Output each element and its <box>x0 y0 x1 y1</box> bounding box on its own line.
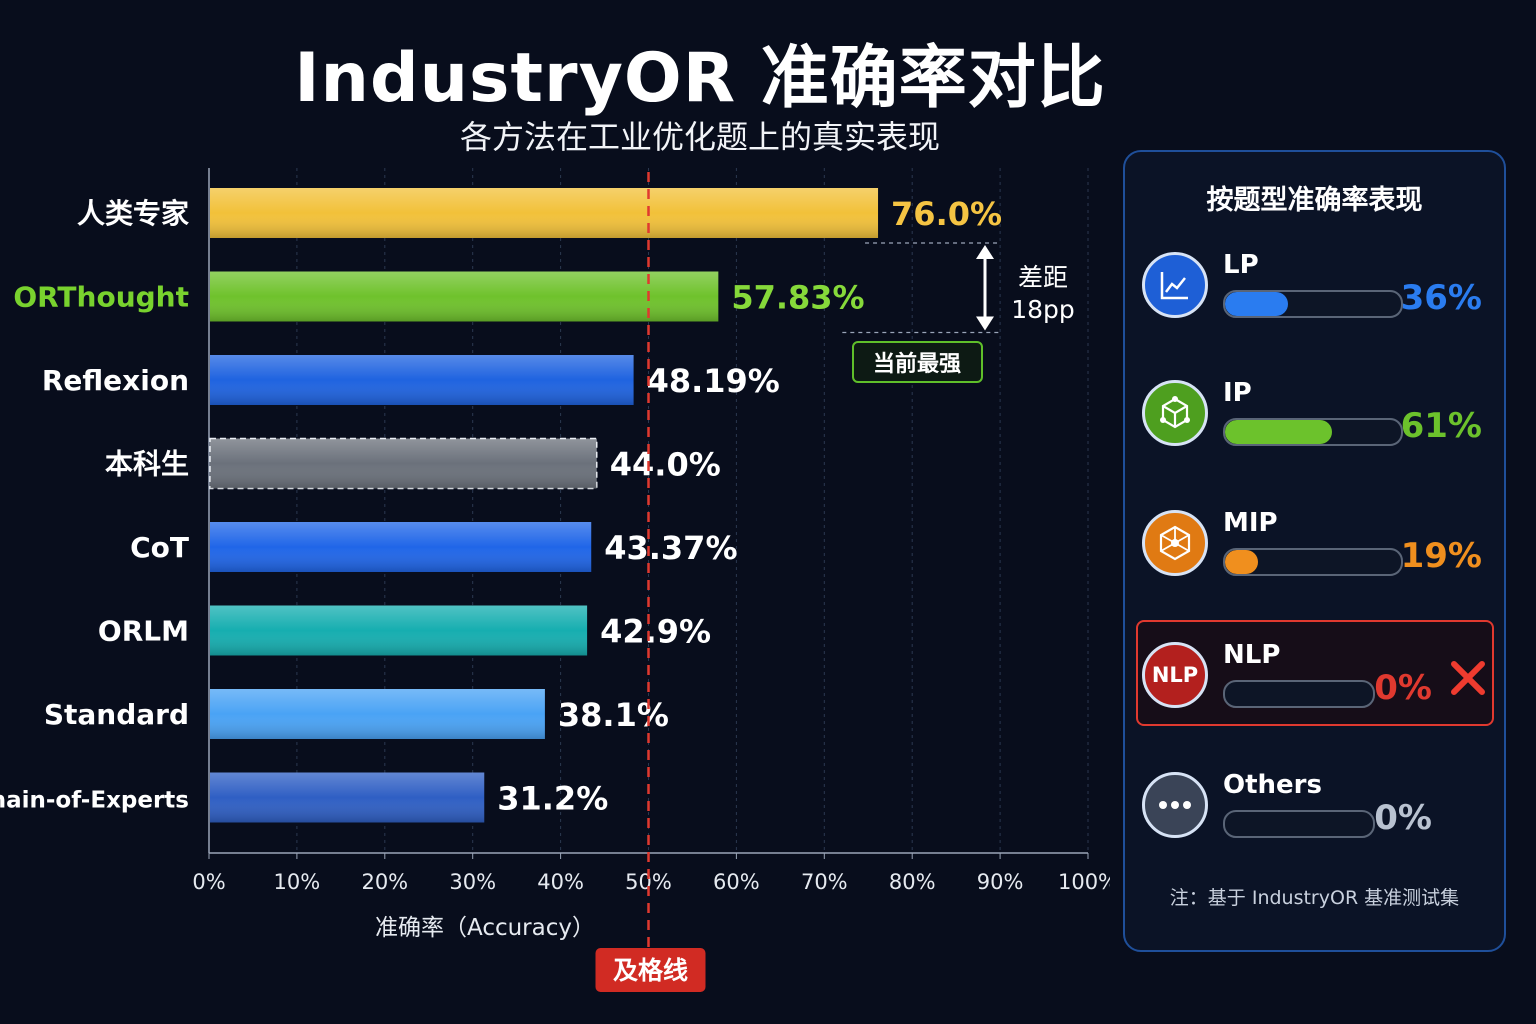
value-label: 31.2% <box>497 780 608 818</box>
category-row-nlp: NLP NLP 0% <box>1140 640 1500 730</box>
cross-icon <box>1448 658 1488 698</box>
category-row-lp: LP 36% <box>1140 250 1500 340</box>
value-label: 42.9% <box>600 613 711 651</box>
bar-shine <box>210 522 592 572</box>
cube-network-icon <box>1142 380 1208 446</box>
category-label: Reflexion <box>42 364 189 397</box>
bar-chart: 0%10%20%30%40%50%60%70%80%90%100%准确率（Acc… <box>0 168 1110 992</box>
category-name: MIP <box>1223 508 1278 538</box>
value-label: 48.19% <box>647 362 780 400</box>
x-tick-label: 60% <box>713 870 760 894</box>
category-name: Others <box>1223 770 1322 800</box>
category-row-mip: MIP 19% <box>1140 508 1500 598</box>
bar-shine <box>210 772 485 823</box>
category-label: ORThought <box>13 281 189 314</box>
gap-label: 差距 <box>1018 263 1068 292</box>
x-tick-label: 100% <box>1058 870 1110 894</box>
value-label: 43.37% <box>604 529 737 567</box>
category-label: Chain-of-Experts <box>0 788 189 814</box>
gap-arrow-head-down <box>976 316 994 331</box>
category-value: 0% <box>1374 798 1432 838</box>
category-label: ORLM <box>98 615 189 648</box>
category-label: 本科生 <box>105 448 189 481</box>
x-tick-label: 40% <box>537 870 584 894</box>
category-value: 19% <box>1400 536 1482 576</box>
bar-shine <box>210 438 597 489</box>
bar-shine <box>210 689 545 739</box>
icon-text: NLP <box>1151 663 1199 687</box>
bar-shine <box>210 188 879 238</box>
category-value: 0% <box>1374 668 1432 708</box>
value-label: 57.83% <box>731 279 864 317</box>
chart-line-icon <box>1142 252 1208 318</box>
pass-line-label: 及格线 <box>613 956 688 985</box>
strongest-badge <box>852 341 983 383</box>
gap-value: 18pp <box>1011 295 1075 324</box>
category-label: CoT <box>130 531 189 564</box>
x-tick-label: 20% <box>361 870 408 894</box>
category-progress-track <box>1223 418 1403 446</box>
strongest-badge-label: 当前最强 <box>873 351 961 377</box>
pass-line-badge <box>595 948 706 992</box>
category-row-others: Others 0% <box>1140 770 1500 860</box>
category-value: 61% <box>1400 406 1482 446</box>
category-progress-track <box>1223 680 1375 708</box>
ellipsis-icon <box>1142 772 1208 838</box>
category-row-ip: IP 61% <box>1140 378 1500 468</box>
value-label: 38.1% <box>558 696 669 734</box>
x-tick-label: 80% <box>889 870 936 894</box>
category-name: IP <box>1223 378 1252 408</box>
category-label: 人类专家 <box>77 197 189 230</box>
category-progress-track <box>1223 290 1403 318</box>
category-value: 36% <box>1400 278 1482 318</box>
gap-arrow-head-up <box>976 245 994 259</box>
bar-shine <box>210 605 588 656</box>
category-progress-track <box>1223 548 1403 576</box>
category-name: NLP <box>1223 640 1281 670</box>
category-progress-fill <box>1225 420 1333 444</box>
value-label: 76.0% <box>891 195 1002 233</box>
category-progress-fill <box>1225 550 1259 574</box>
panel-title: 按题型准确率表现 <box>1206 185 1423 216</box>
hexagon-network-icon <box>1142 510 1208 576</box>
x-tick-label: 30% <box>449 870 496 894</box>
x-axis-label: 准确率（Accuracy） <box>375 915 595 941</box>
value-label: 44.0% <box>610 446 721 484</box>
category-progress-track <box>1223 810 1375 838</box>
chart-title: IndustryOR 准确率对比 <box>294 39 1106 118</box>
category-progress-fill <box>1225 292 1289 316</box>
chart-subtitle: 各方法在工业优化题上的真实表现 <box>459 118 940 156</box>
category-label: Standard <box>44 698 189 731</box>
category-name: LP <box>1223 250 1259 280</box>
x-tick-label: 10% <box>274 870 321 894</box>
bar-shine <box>210 355 634 405</box>
x-tick-label: 70% <box>801 870 848 894</box>
bar-shine <box>210 271 719 322</box>
panel-footnote: 注：基于 IndustryOR 基准测试集 <box>1169 887 1460 909</box>
x-tick-label: 0% <box>192 870 225 894</box>
x-tick-label: 90% <box>977 870 1024 894</box>
nlp-badge-icon: NLP <box>1142 642 1208 708</box>
